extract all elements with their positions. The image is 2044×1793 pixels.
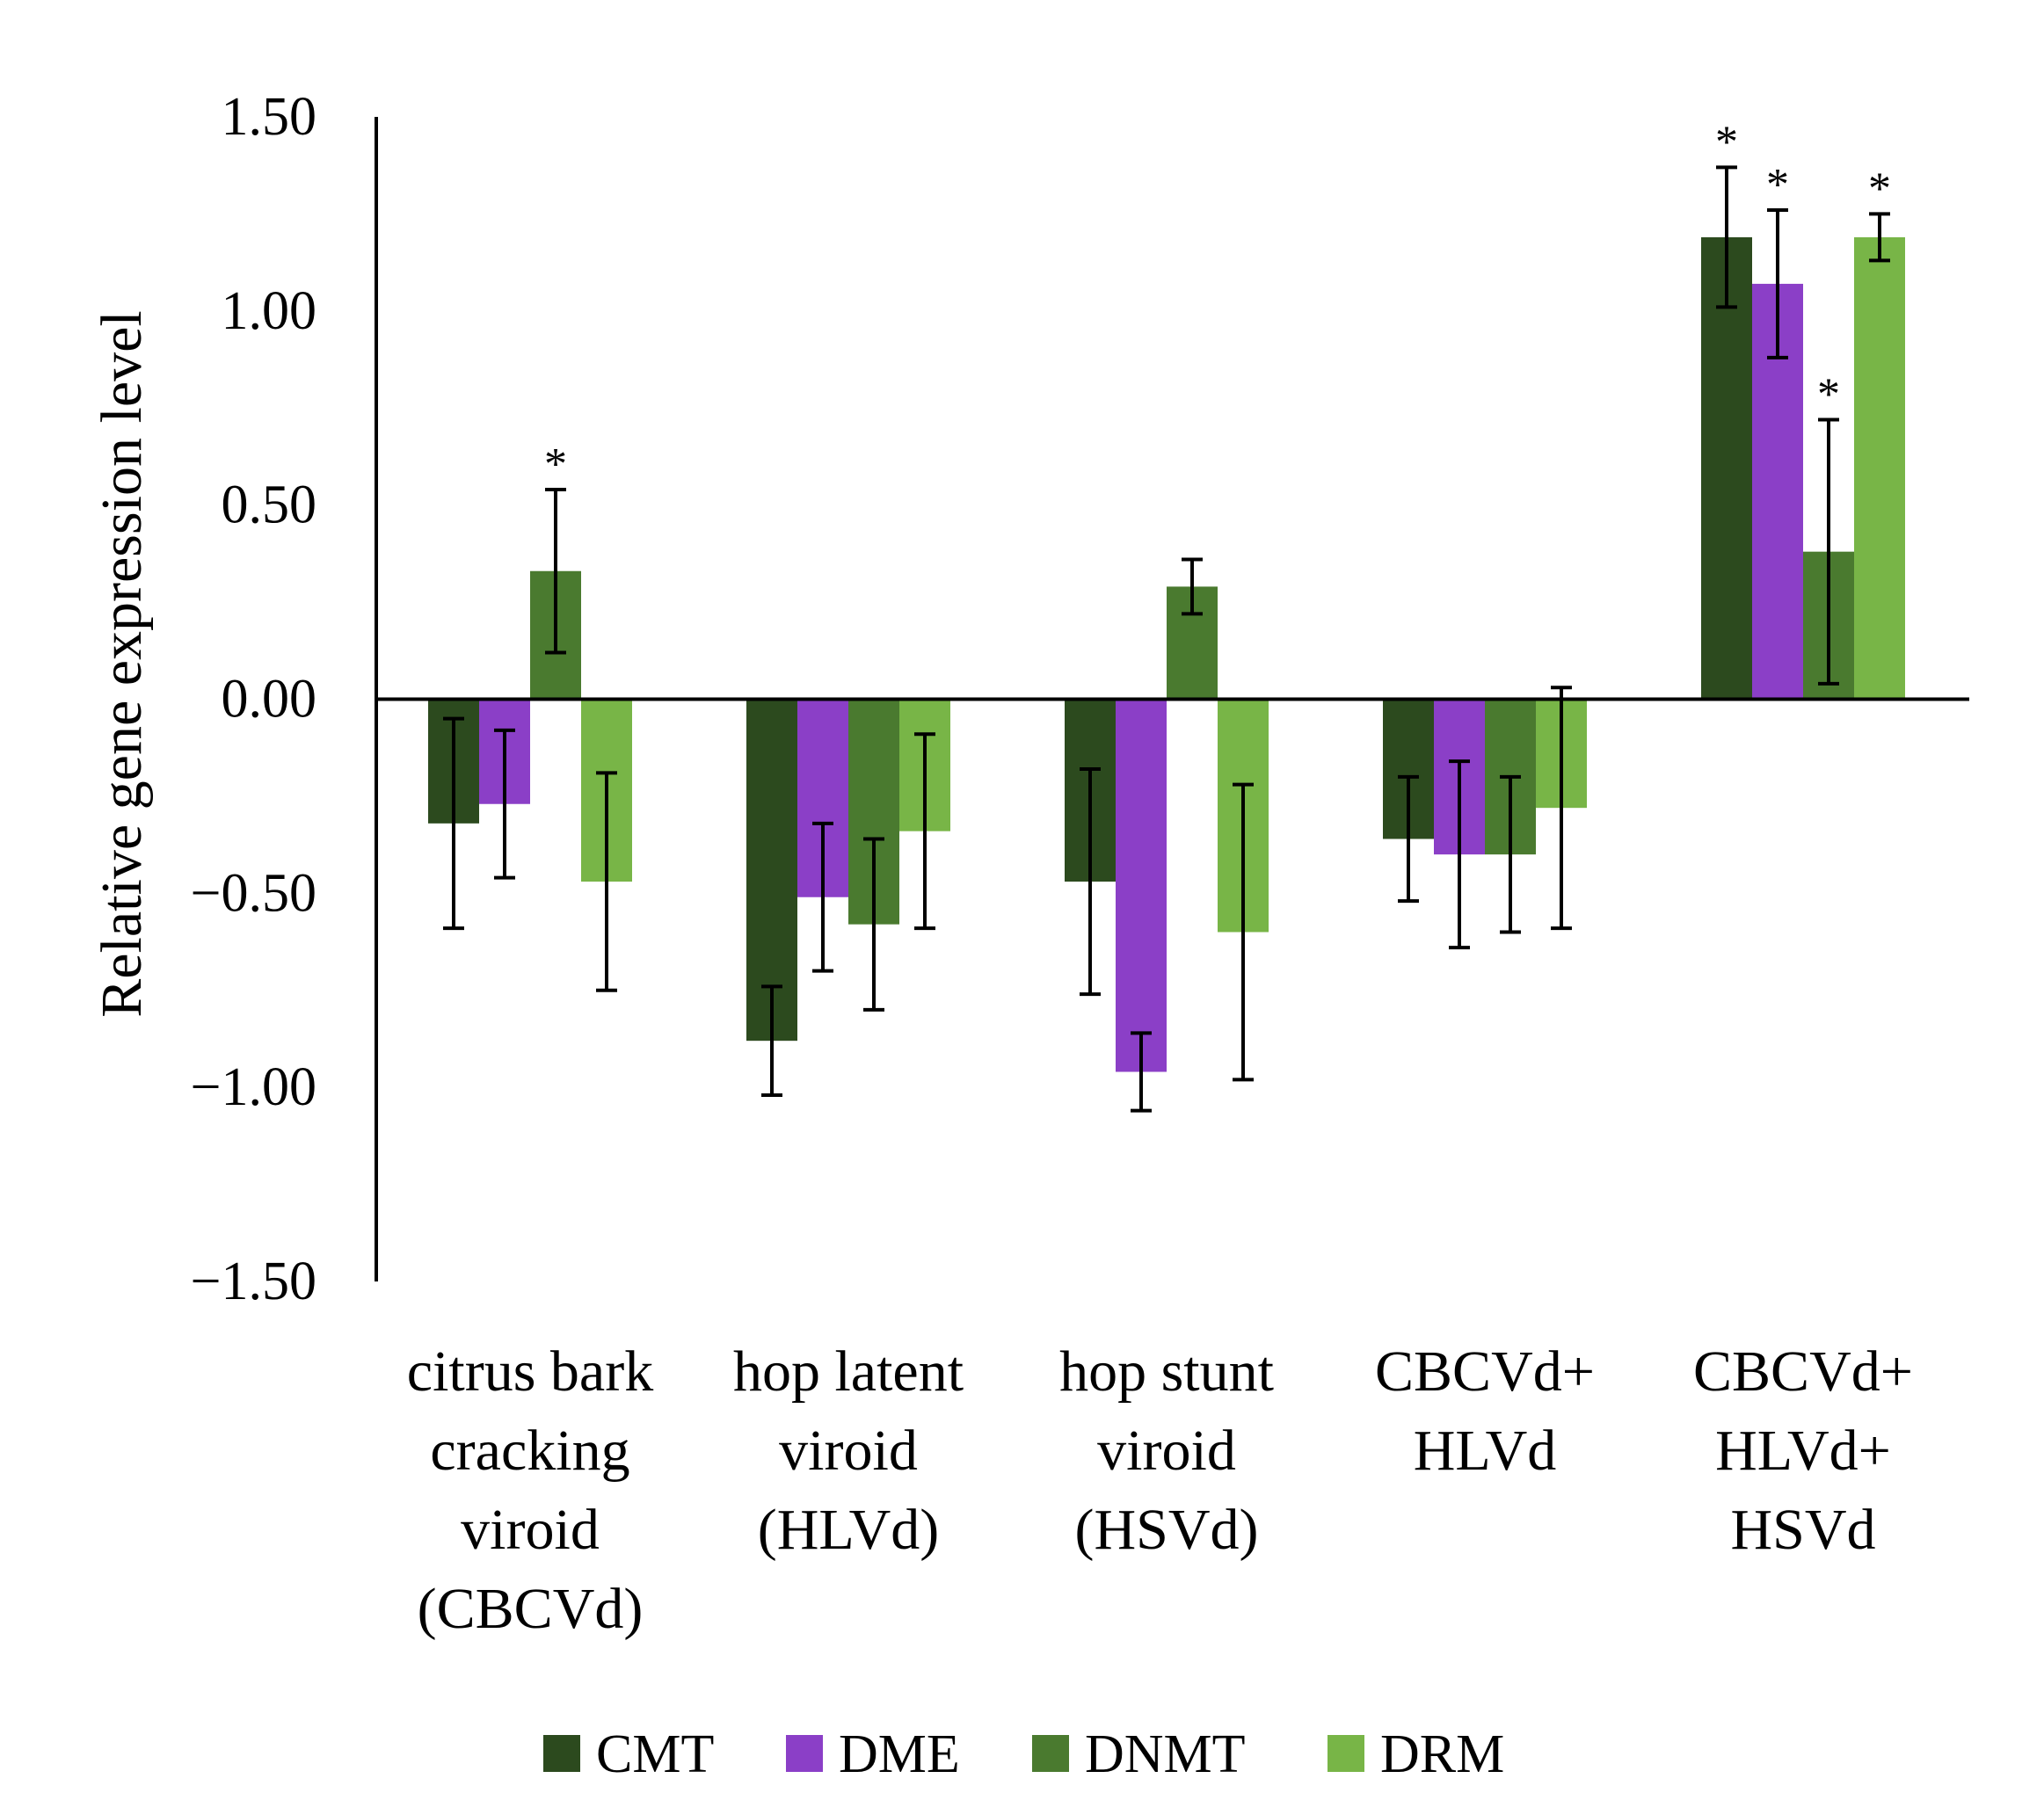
legend-swatch-dnmt bbox=[1032, 1735, 1069, 1772]
legend-label-cmt: CMT bbox=[596, 1724, 714, 1784]
y-tick-label: 0.00 bbox=[222, 670, 317, 730]
bar-cmt-1 bbox=[746, 699, 797, 1042]
bar-dme-2 bbox=[1116, 699, 1167, 1072]
significance-star: * bbox=[1715, 117, 1738, 167]
y-tick-label: −1.50 bbox=[191, 1252, 316, 1311]
category-label: HLVd+ bbox=[1715, 1419, 1891, 1483]
category-label: CBCVd+ bbox=[1693, 1339, 1913, 1404]
category-label: HSVd bbox=[1730, 1498, 1875, 1562]
legend-swatch-dme bbox=[786, 1735, 823, 1772]
category-label: hop latent bbox=[733, 1339, 964, 1404]
y-tick-label: 1.50 bbox=[222, 87, 317, 147]
significance-star: * bbox=[1817, 370, 1840, 420]
category-label: viroid bbox=[1097, 1419, 1236, 1483]
y-tick-label: −0.50 bbox=[191, 863, 316, 923]
y-tick-label: −1.00 bbox=[191, 1057, 316, 1117]
category-label: (HSVd) bbox=[1075, 1498, 1259, 1562]
y-tick-label: 0.50 bbox=[222, 475, 317, 535]
legend-label-dme: DME bbox=[839, 1724, 960, 1784]
bar-cmt-4 bbox=[1701, 236, 1752, 700]
category-label: viroid bbox=[779, 1419, 918, 1483]
y-tick-label: 1.00 bbox=[222, 281, 317, 341]
significance-star: * bbox=[544, 439, 567, 490]
category-label: citrus bark bbox=[407, 1339, 653, 1404]
category-label: CBCVd+ bbox=[1375, 1339, 1595, 1404]
category-label: HLVd bbox=[1414, 1419, 1557, 1483]
legend-swatch-drm bbox=[1328, 1735, 1364, 1772]
category-label: viroid bbox=[461, 1498, 600, 1562]
bar-drm-4 bbox=[1854, 236, 1905, 700]
category-label: (HLVd) bbox=[758, 1498, 940, 1562]
legend-label-dnmt: DNMT bbox=[1085, 1724, 1246, 1784]
significance-star: * bbox=[1868, 163, 1891, 214]
category-label: (CBCVd) bbox=[418, 1577, 644, 1641]
category-label: hop stunt bbox=[1059, 1339, 1274, 1404]
legend-swatch-cmt bbox=[543, 1735, 580, 1772]
category-label: cracking bbox=[430, 1419, 629, 1483]
legend-label-drm: DRM bbox=[1380, 1724, 1504, 1784]
y-axis-title: Relative gene expression level bbox=[90, 310, 154, 1018]
significance-star: * bbox=[1766, 160, 1789, 210]
